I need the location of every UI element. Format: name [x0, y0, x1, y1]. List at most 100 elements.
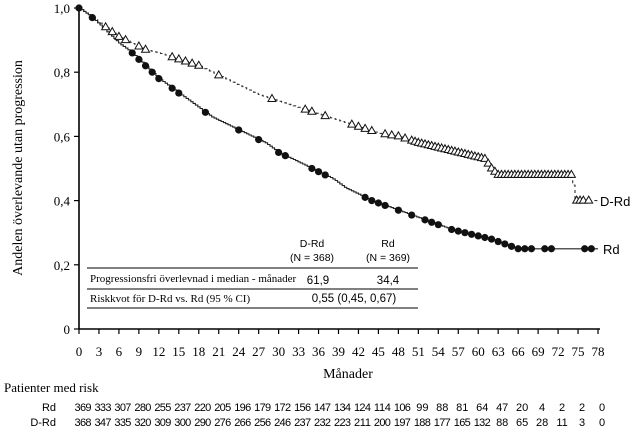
y-axis-label: Andelen överlevande utan progression — [11, 60, 26, 276]
censor-marker-rd — [454, 227, 462, 235]
risk-count-d-rd: 211 — [354, 417, 371, 429]
censor-marker-rd — [275, 148, 283, 157]
risk-count-rd: 88 — [436, 402, 448, 414]
x-tick-label: 51 — [412, 344, 425, 359]
risk-count-d-rd: 11 — [556, 417, 567, 429]
risk-count-rd: 220 — [194, 402, 211, 414]
x-tick-label: 12 — [152, 344, 165, 359]
censor-marker-rd — [428, 218, 436, 226]
censor-marker-d-rd — [300, 104, 311, 113]
censor-marker-d-rd — [180, 55, 191, 65]
risk-count-rd: 237 — [174, 402, 191, 414]
median-d-rd: 61,9 — [307, 275, 329, 287]
censor-marker-rd — [474, 232, 482, 240]
risk-count-d-rd: 300 — [174, 417, 191, 429]
censor-marker-rd — [394, 206, 402, 214]
risk-count-rd: 156 — [294, 402, 311, 414]
risk-count-rd: 47 — [496, 402, 508, 414]
censor-marker-d-rd — [267, 93, 277, 102]
censor-marker-rd — [361, 193, 369, 201]
censor-marker-d-rd — [386, 129, 397, 139]
censor-marker-d-rd — [167, 51, 178, 61]
censor-marker-rd — [521, 245, 529, 253]
col-header-d-rd: D-Rd — [300, 238, 325, 250]
x-tick-label: 6 — [116, 344, 123, 359]
y-tick-label: 0,6 — [54, 129, 71, 144]
risk-table-title: Patienter med risk — [4, 380, 99, 395]
censor-marker-d-rd — [393, 130, 404, 140]
censor-marker-rd — [501, 240, 509, 248]
risk-count-d-rd: 290 — [194, 417, 211, 429]
risk-count-d-rd: 65 — [516, 417, 528, 429]
risk-count-rd: 255 — [154, 402, 171, 414]
risk-count-d-rd: 0 — [599, 417, 605, 429]
risk-count-d-rd: 347 — [94, 417, 111, 429]
censor-marker-rd — [467, 230, 476, 238]
x-tick-label: 54 — [432, 344, 446, 359]
risk-row-label-d-rd: D-Rd — [30, 417, 56, 429]
censor-marker-rd — [201, 108, 210, 116]
risk-count-rd: 106 — [394, 402, 411, 414]
x-tick-label: 39 — [332, 344, 345, 359]
censor-marker-rd — [461, 229, 469, 237]
censor-marker-rd — [587, 245, 595, 253]
censor-marker-d-rd — [583, 195, 594, 204]
censor-marker-d-rd — [107, 26, 118, 36]
censor-marker-d-rd — [173, 53, 184, 63]
x-tick-label: 57 — [452, 344, 466, 359]
km-curve-d-rd — [79, 7, 598, 202]
censor-marker-d-rd — [400, 133, 410, 142]
censor-marker-rd — [408, 211, 416, 219]
censor-marker-d-rd — [483, 158, 494, 167]
x-tick-label: 21 — [212, 344, 225, 359]
risk-count-rd: 2 — [559, 402, 565, 414]
censor-marker-rd — [308, 164, 316, 173]
row-label-hazard-ratio: Riskkvot för D-Rd vs. Rd (95 % CI) — [90, 293, 250, 305]
risk-count-rd: 307 — [114, 402, 131, 414]
censor-marker-d-rd — [380, 128, 390, 138]
censor-marker-rd — [421, 216, 429, 224]
risk-count-rd: 114 — [374, 402, 391, 414]
x-tick-label: 75 — [572, 344, 585, 359]
col-header-rd: Rd — [381, 238, 395, 250]
x-tick-label: 48 — [392, 344, 405, 359]
col-header-d-rd-n: (N = 368) — [290, 252, 334, 264]
censor-marker-rd — [481, 233, 489, 242]
censor-marker-rd — [547, 245, 556, 253]
x-tick-label: 72 — [552, 344, 565, 359]
censor-marker-rd — [75, 4, 83, 12]
censor-marker-d-rd — [307, 106, 317, 115]
censor-marker-rd — [507, 242, 516, 250]
censor-marker-d-rd — [140, 44, 151, 53]
censor-marker-rd — [135, 55, 143, 63]
censor-marker-rd — [148, 68, 156, 76]
censor-marker-d-rd — [187, 58, 197, 67]
y-tick-label: 0,8 — [54, 65, 70, 80]
x-tick-label: 66 — [512, 344, 526, 359]
censor-marker-rd — [368, 197, 376, 205]
x-tick-label: 36 — [312, 344, 326, 359]
x-tick-label: 69 — [532, 344, 545, 359]
censor-marker-rd — [175, 89, 183, 97]
risk-count-rd: 280 — [134, 402, 151, 414]
risk-count-d-rd: 232 — [314, 417, 331, 429]
censor-marker-rd — [514, 245, 522, 253]
censor-marker-rd — [314, 168, 323, 176]
risk-count-rd: 0 — [599, 402, 605, 414]
x-tick-label: 30 — [272, 344, 285, 359]
risk-count-rd: 147 — [314, 402, 331, 414]
row-label-median-pfs: Progressionsfri överlevnad i median - må… — [90, 273, 297, 285]
hazard-ratio-value: 0,55 (0,45, 0,67) — [312, 293, 397, 305]
risk-count-rd: 205 — [214, 402, 231, 414]
risk-count-rd: 179 — [254, 402, 271, 414]
risk-count-d-rd: 177 — [434, 417, 451, 429]
risk-count-d-rd: 88 — [496, 417, 508, 429]
risk-count-rd: 196 — [234, 402, 251, 414]
censor-marker-rd — [448, 225, 456, 234]
censor-marker-rd — [281, 152, 289, 160]
median-rd: 34,4 — [377, 275, 400, 287]
risk-count-d-rd: 3 — [579, 417, 585, 429]
censor-marker-rd — [374, 199, 383, 207]
